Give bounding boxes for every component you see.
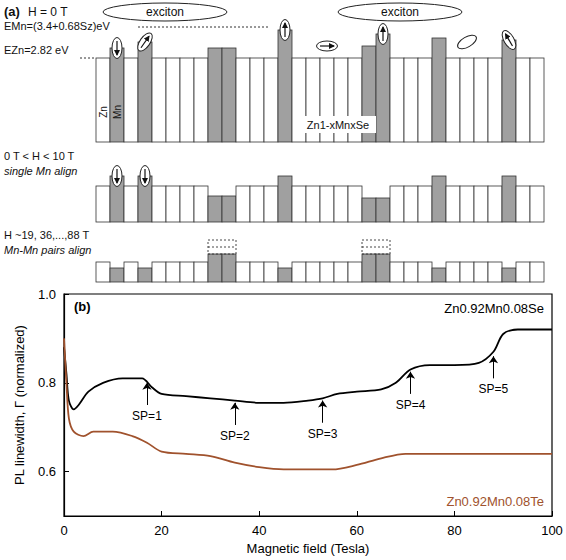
svg-text:exciton: exciton (146, 5, 184, 19)
svg-text:Zn0.92Mn0.08Se: Zn0.92Mn0.08Se (444, 301, 544, 316)
svg-text:0.8: 0.8 (38, 375, 56, 390)
svg-text:EZn=2.82 eV: EZn=2.82 eV (4, 44, 69, 56)
svg-text:(b): (b) (74, 299, 91, 314)
svg-text:0 T < H < 10 T: 0 T < H < 10 T (4, 150, 75, 162)
svg-text:0.6: 0.6 (38, 464, 56, 479)
svg-text:40: 40 (252, 523, 266, 538)
svg-text:SP=1: SP=1 (132, 409, 162, 423)
svg-text:H = 0 T: H = 0 T (28, 5, 68, 19)
svg-text:60: 60 (350, 523, 364, 538)
svg-text:100: 100 (541, 523, 563, 538)
svg-text:Mn-Mn pairs align: Mn-Mn pairs align (4, 244, 91, 256)
svg-text:SP=3: SP=3 (308, 427, 338, 441)
svg-text:PL linewidth, Γ (normalized): PL linewidth, Γ (normalized) (12, 325, 27, 485)
svg-text:Zn: Zn (98, 106, 109, 118)
svg-text:single Mn align: single Mn align (4, 165, 77, 177)
svg-text:80: 80 (447, 523, 461, 538)
svg-text:20: 20 (154, 523, 168, 538)
svg-text:exciton: exciton (381, 5, 419, 19)
svg-text:(a): (a) (4, 4, 20, 19)
svg-text:0: 0 (60, 523, 67, 538)
svg-text:H ~19, 36,...,88 T: H ~19, 36,...,88 T (4, 229, 89, 241)
svg-text:Magnetic field (Tesla): Magnetic field (Tesla) (247, 541, 370, 556)
svg-text:EMn=(3.4+0.68Sz)eV: EMn=(3.4+0.68Sz)eV (4, 20, 110, 32)
svg-text:Zn0.92Mn0.08Te: Zn0.92Mn0.08Te (446, 494, 544, 509)
svg-text:SP=5: SP=5 (479, 382, 509, 396)
svg-text:Mn: Mn (112, 105, 123, 119)
svg-text:SP=2: SP=2 (220, 429, 250, 443)
svg-text:SP=4: SP=4 (396, 398, 426, 412)
svg-text:1.0: 1.0 (38, 287, 56, 302)
svg-text:Zn1-xMnxSe: Zn1-xMnxSe (307, 119, 369, 131)
